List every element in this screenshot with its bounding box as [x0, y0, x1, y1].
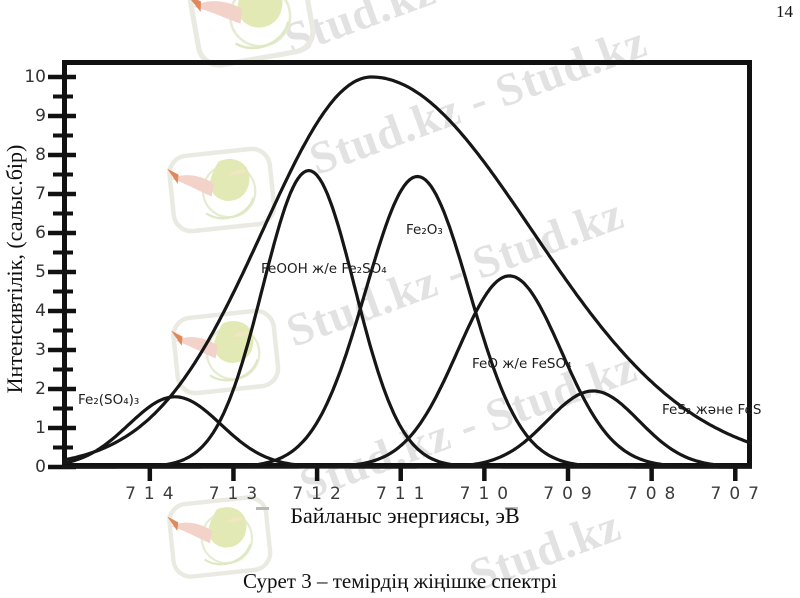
- stud-kz-logo-icon: [167, 146, 277, 234]
- plot-frame: [62, 60, 752, 468]
- watermark-logo: [167, 301, 284, 408]
- y-tick-label: 8: [35, 145, 46, 165]
- x-tick-label: 707: [710, 484, 767, 504]
- y-tick-label: 6: [35, 223, 46, 243]
- y-tick-label: 9: [35, 106, 46, 126]
- x-tick-label: 708: [626, 484, 684, 504]
- x-tick-label: 710: [459, 484, 517, 504]
- y-tick-label: 7: [35, 184, 46, 204]
- x-tick-label: 711: [375, 484, 433, 504]
- x-axis-title: Байланыс энергиясы, эВ: [290, 503, 520, 528]
- x-tick-label: 709: [543, 484, 600, 504]
- x-tick-label: 712: [292, 484, 349, 504]
- curve-label-fe2so43: Fe₂(SO₄)₃: [78, 392, 140, 408]
- curve-label-feo-feso4: FeO ж/е FeSO₄: [472, 356, 572, 372]
- curve-fes2-fes: [62, 389, 752, 469]
- stud-kz-logo-icon: [167, 495, 273, 579]
- y-tick-label: 0: [35, 457, 46, 477]
- x-tick-label: 713: [208, 484, 266, 504]
- y-tick-label: 1: [35, 418, 46, 438]
- curve-feooh-fe2so4: [62, 169, 752, 469]
- stud-kz-logo-icon: [187, 0, 316, 68]
- y-tick-label: 10: [24, 67, 46, 87]
- curve-label-fes2-fes: FeS₂ және FeS: [662, 402, 762, 418]
- scan-dash-artifact: [256, 507, 269, 510]
- curve-label-fe2o3: Fe₂O₃: [406, 222, 443, 238]
- y-axis-title: Интенсивтілік, (салыс.бір): [2, 144, 27, 394]
- y-tick-label: 3: [35, 340, 46, 360]
- watermark-logo: [163, 139, 280, 246]
- curve-feo-feso4: [62, 274, 752, 469]
- curve-label-feooh-fe2so4: FeOOH ж/е Fe₂SO₄: [261, 261, 387, 277]
- stud-kz-logo-icon: [171, 308, 281, 396]
- curve-sum-envelope: [62, 75, 752, 462]
- y-tick-label: 5: [35, 262, 46, 282]
- page-number: 14: [776, 2, 793, 21]
- figure-caption: Сурет 3 – темірдің жіңішке спектрі: [243, 569, 557, 593]
- watermark-logo: [164, 491, 276, 587]
- y-tick-label: 4: [35, 301, 46, 321]
- curve-fe2o3: [62, 174, 752, 469]
- y-tick-label: 2: [35, 379, 46, 399]
- watermark-logo: [170, 0, 335, 79]
- scan-dash-artifact: [505, 507, 518, 510]
- x-tick-label: 714: [125, 484, 182, 504]
